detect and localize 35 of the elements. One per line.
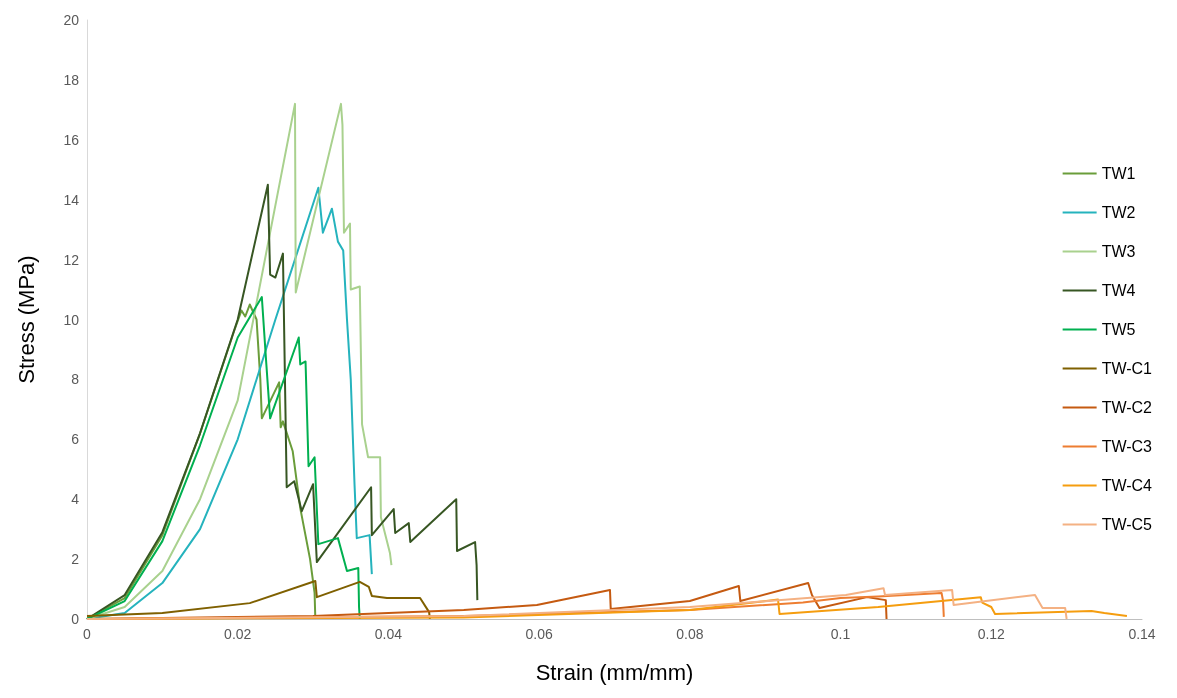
legend-label: TW-C1: [1101, 360, 1153, 377]
x-tick-label: 0.04: [374, 626, 403, 642]
y-tick-label: 6: [71, 431, 80, 448]
y-tick-label: 2: [71, 551, 80, 568]
y-tick-label: 0: [71, 611, 80, 627]
legend-label: TW3: [1101, 243, 1136, 260]
legend-label: TW5: [1101, 321, 1136, 338]
y-tick-label: 8: [71, 371, 80, 388]
x-tick-label: 0.14: [1128, 626, 1156, 642]
y-tick-label: 20: [63, 12, 80, 28]
y-tick-label: 16: [63, 131, 80, 148]
y-axis-title: Stress (MPa): [13, 255, 39, 384]
x-tick-label: 0.1: [830, 626, 851, 642]
line-series: [86, 579, 431, 620]
line-series: [86, 296, 361, 620]
legend-label: TW-C2: [1101, 399, 1153, 416]
y-tick-label: 18: [63, 71, 80, 88]
legend-label: TW4: [1101, 282, 1136, 299]
x-tick-label: 0.06: [525, 626, 553, 642]
legend-label: TW-C3: [1101, 438, 1153, 455]
y-tick-label: 10: [63, 311, 80, 328]
x-tick-label: 0: [83, 626, 92, 642]
legend-label: TW1: [1101, 165, 1136, 182]
line-series: [86, 587, 1068, 620]
legend-label: TW2: [1101, 204, 1136, 221]
x-tick-label: 0.02: [224, 626, 252, 642]
y-tick-label: 4: [71, 491, 80, 508]
line-series: [86, 183, 479, 620]
x-tick-label: 0.12: [977, 626, 1006, 642]
legend-label: TW-C5: [1101, 516, 1153, 533]
y-tick-label: 12: [63, 251, 80, 268]
y-tick-label: 14: [63, 191, 80, 208]
x-axis-title: Strain (mm/mm): [535, 659, 694, 685]
x-tick-label: 0.08: [676, 626, 704, 642]
legend-label: TW-C4: [1101, 477, 1153, 494]
